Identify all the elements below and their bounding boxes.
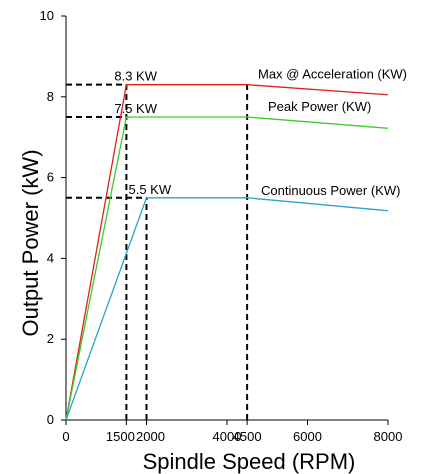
- series-name-label: Max @ Acceleration (KW): [258, 67, 407, 82]
- x-tick-label: 4500: [233, 429, 262, 444]
- x-tick-label: 8000: [374, 429, 403, 444]
- x-tick-label: 6000: [293, 429, 322, 444]
- series-name-label: Continuous Power (KW): [261, 183, 400, 198]
- series-group: [65, 84, 389, 421]
- series-name-label: Peak Power (KW): [268, 99, 371, 114]
- y-tick-label: 0: [47, 412, 54, 427]
- y-tick-label: 4: [47, 250, 54, 265]
- ticks: 0 2 4 6 8 10 0 2000 4000 6000 8000 1500 4500: [40, 8, 403, 444]
- x-axis-label: Spindle Speed (RPM): [143, 449, 356, 474]
- y-axis-label: Output Power (kW): [18, 149, 43, 336]
- y-tick-label: 10: [40, 8, 54, 23]
- x-tick-label: 4000: [213, 429, 242, 444]
- series-labels: Max @ Acceleration (KW) Peak Power (KW) Co…: [258, 67, 407, 198]
- value-annotation: 8.3 KW: [114, 69, 157, 84]
- x-tick-label: 0: [62, 429, 69, 444]
- series-line-1: [65, 84, 389, 421]
- value-annotation: 5.5 KW: [129, 182, 172, 197]
- series-line-2: [65, 116, 389, 421]
- y-tick-label: 8: [47, 89, 54, 104]
- value-annotation: 7.5 KW: [114, 101, 157, 116]
- reference-lines: [66, 83, 249, 420]
- annotations: 8.3 KW 7.5 KW 5.5 KW: [114, 69, 171, 197]
- x-tick-label: 1500: [106, 429, 135, 444]
- y-tick-label: 2: [47, 331, 54, 346]
- x-tick-label: 2000: [136, 429, 165, 444]
- series-line-3: [65, 197, 389, 421]
- y-tick-label: 6: [47, 170, 54, 185]
